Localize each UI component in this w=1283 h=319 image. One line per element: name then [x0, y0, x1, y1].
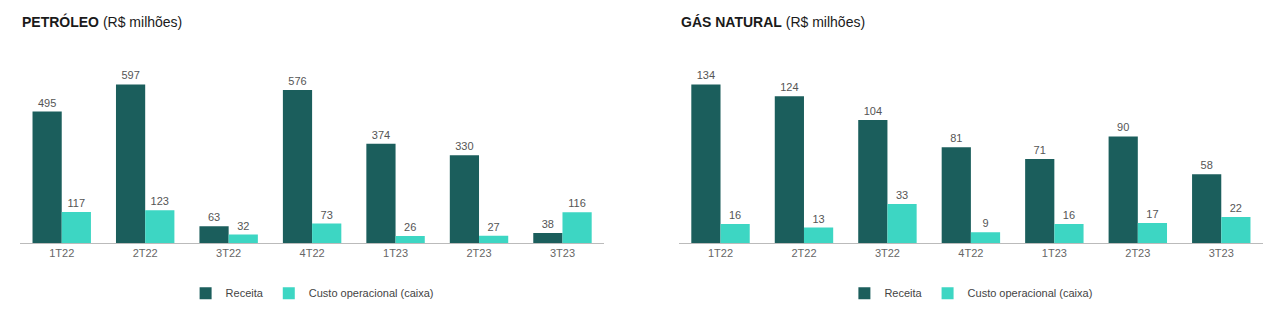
svg-text:Custo operacional (caixa): Custo operacional (caixa): [968, 287, 1093, 299]
svg-text:1T23: 1T23: [1042, 247, 1067, 259]
svg-text:63: 63: [208, 211, 220, 223]
svg-text:4T22: 4T22: [300, 247, 325, 259]
svg-text:104: 104: [864, 105, 882, 117]
svg-text:2T23: 2T23: [1125, 247, 1150, 259]
svg-text:22: 22: [1230, 202, 1242, 214]
svg-text:81: 81: [950, 132, 962, 144]
svg-text:Receita: Receita: [884, 287, 922, 299]
svg-text:Receita: Receita: [226, 287, 264, 299]
svg-text:2T22: 2T22: [133, 247, 158, 259]
svg-text:Custo operacional (caixa): Custo operacional (caixa): [309, 287, 434, 299]
svg-text:576: 576: [288, 75, 306, 87]
svg-text:1T23: 1T23: [383, 247, 408, 259]
svg-text:27: 27: [488, 221, 500, 233]
svg-text:13: 13: [812, 213, 824, 225]
svg-text:3T23: 3T23: [550, 247, 575, 259]
svg-text:16: 16: [1063, 209, 1075, 221]
svg-text:2T22: 2T22: [791, 247, 816, 259]
svg-text:71: 71: [1034, 144, 1046, 156]
svg-text:134: 134: [697, 69, 715, 81]
svg-text:1T22: 1T22: [708, 247, 733, 259]
svg-text:58: 58: [1201, 159, 1213, 171]
svg-text:123: 123: [151, 195, 169, 207]
svg-text:4T22: 4T22: [958, 247, 983, 259]
svg-text:1T22: 1T22: [49, 247, 74, 259]
svg-text:PETRÓLEO (R$ milhões): PETRÓLEO (R$ milhões): [22, 13, 182, 30]
svg-text:116: 116: [568, 197, 586, 209]
svg-text:495: 495: [38, 97, 56, 109]
svg-text:32: 32: [237, 220, 249, 232]
svg-text:3T22: 3T22: [875, 247, 900, 259]
svg-text:124: 124: [780, 81, 798, 93]
svg-text:26: 26: [404, 221, 416, 233]
svg-text:38: 38: [542, 218, 554, 230]
svg-text:GÁS NATURAL (R$ milhões): GÁS NATURAL (R$ milhões): [681, 14, 865, 30]
svg-text:3T23: 3T23: [1209, 247, 1234, 259]
svg-text:16: 16: [729, 209, 741, 221]
svg-text:2T23: 2T23: [466, 247, 491, 259]
svg-text:597: 597: [121, 69, 139, 81]
svg-text:117: 117: [68, 197, 86, 209]
svg-text:9: 9: [982, 217, 988, 229]
svg-text:90: 90: [1117, 121, 1129, 133]
svg-text:17: 17: [1146, 208, 1158, 220]
svg-text:3T22: 3T22: [216, 247, 241, 259]
svg-text:330: 330: [455, 140, 473, 152]
svg-text:73: 73: [321, 209, 333, 221]
svg-text:374: 374: [372, 129, 390, 141]
svg-text:33: 33: [896, 189, 908, 201]
